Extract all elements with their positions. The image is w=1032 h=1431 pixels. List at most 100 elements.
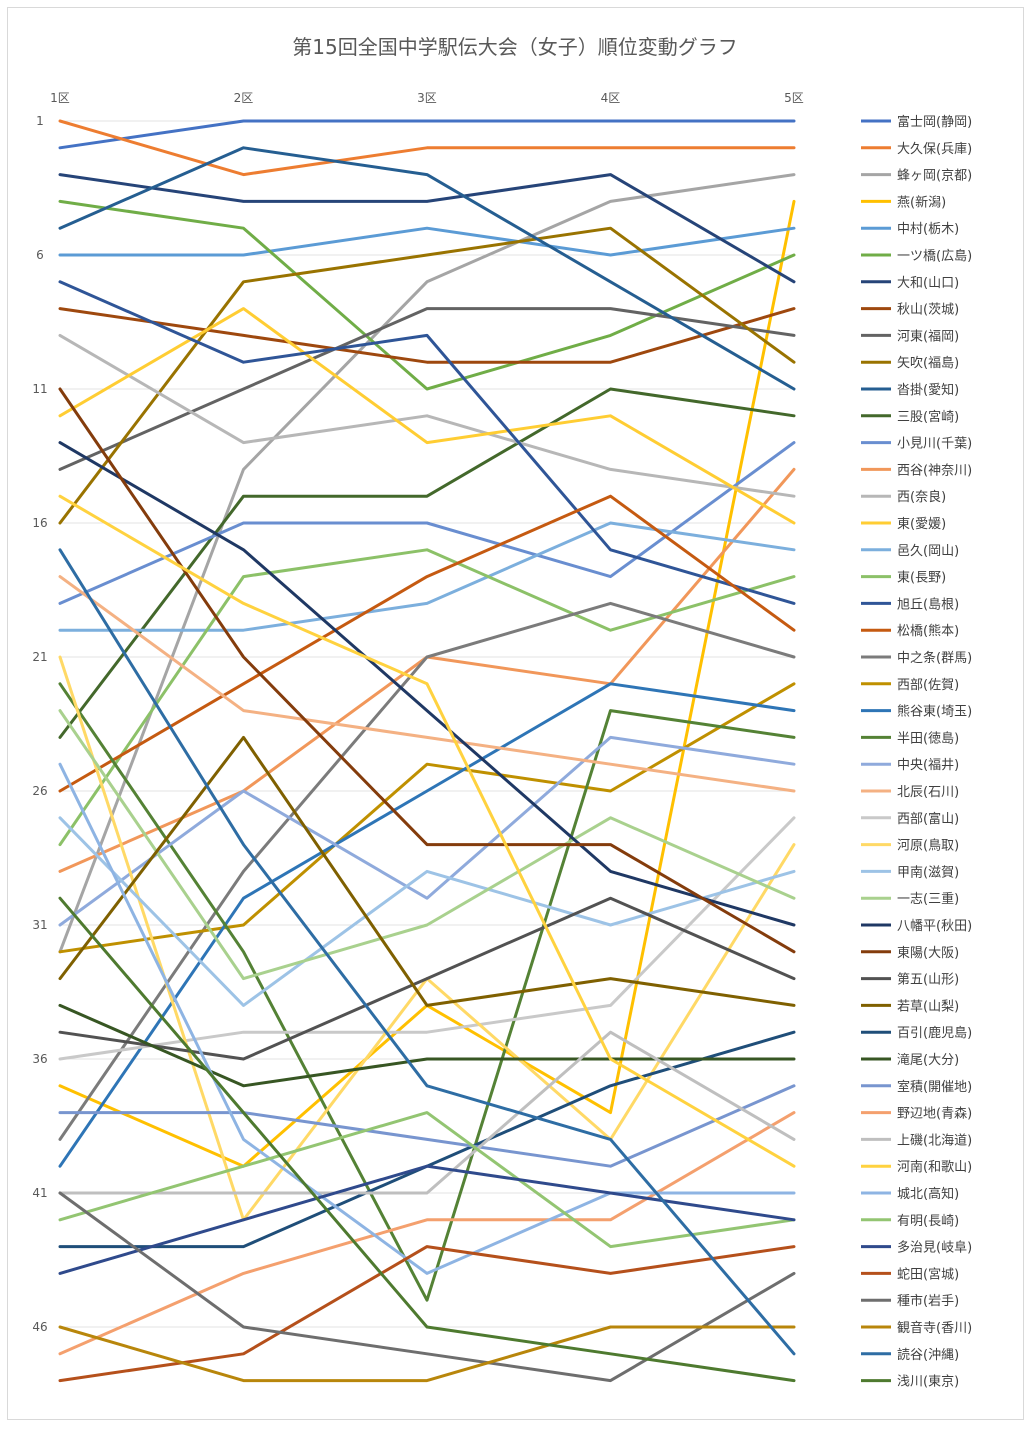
series-line [58,896,796,1383]
legend-label: 室積(開催地) [897,1079,972,1095]
x-tick-label: 2区 [234,91,254,105]
series-line [58,762,796,1275]
legend-label: 大久保(兵庫) [897,142,972,157]
series-lines [58,119,796,1383]
series-line [58,1111,796,1356]
legend-label: 八幡平(秋田) [897,919,972,934]
series-line [58,226,796,257]
x-tick-label: 1区 [50,91,70,105]
legend: 富士岡(静岡) 大久保(兵庫) 蜂ヶ岡(京都) 燕(新潟) 中村(栃木) 一ツ橋(広島) 大… [861,114,972,1390]
x-tick-label: 4区 [601,91,621,105]
series-line [58,896,796,1061]
series-line [58,119,796,150]
series-line [58,494,796,793]
legend-label: 大和(山口) [897,276,959,291]
legend-label: 百引(鹿児島) [897,1025,972,1041]
x-tick-label: 3区 [417,91,437,105]
series-line [58,146,796,391]
series-line [58,682,796,1302]
y-tick-label: 1 [36,114,44,128]
series-line [58,521,796,632]
legend-label: 読谷(沖縄) [897,1347,959,1363]
x-tick-label: 5区 [784,91,804,105]
legend-label: 一志(三重) [897,891,959,907]
legend-label: 富士岡(静岡) [897,114,972,130]
legend-label: 滝尾(大分) [897,1053,959,1068]
legend-label: 沓掛(愛知) [897,382,959,398]
legend-label: 蛇田(宮城) [897,1266,959,1282]
series-line [58,682,796,954]
y-tick-label: 31 [32,918,47,932]
legend-label: 城北(高知) [897,1186,959,1202]
legend-label: 東陽(大阪) [897,945,959,961]
x-axis-ticks: 1区 2区 3区 4区 5区 [50,91,804,105]
series-line [58,575,796,793]
y-tick-label: 41 [32,1186,47,1200]
series-line [58,1111,796,1249]
series-line [58,173,796,284]
legend-label: 西谷(神奈川) [897,463,972,478]
y-tick-label: 36 [32,1052,47,1066]
legend-label: 秋山(茨城) [897,303,959,318]
series-line [58,333,796,498]
series-line [58,735,796,927]
y-tick-label: 6 [36,248,44,262]
series-line [58,226,796,525]
legend-label: 矢吹(福島) [897,356,959,371]
series-line [58,387,796,739]
series-line [58,1003,796,1088]
legend-label: 東(愛媛) [897,516,946,532]
legend-label: 中央(福井) [897,758,959,773]
legend-label: 西(奈良) [897,489,946,505]
legend-label: 旭丘(島根) [897,597,959,612]
series-line [58,199,796,391]
legend-label: 松橋(熊本) [897,623,959,639]
legend-label: 中村(栃木) [897,222,959,237]
series-line [58,494,796,1168]
legend-label: 上磯(北海道) [897,1133,972,1148]
y-tick-label: 11 [32,382,47,396]
legend-label: 一ツ橋(広島) [897,249,972,264]
legend-label: 第五(山形) [897,973,959,988]
legend-label: 熊谷東(埼玉) [897,704,972,720]
legend-label: 半田(徳島) [897,731,959,746]
legend-label: 野辺地(青森) [897,1107,972,1122]
legend-label: 観音寺(香川) [897,1320,972,1336]
legend-label: 三股(宮崎) [897,409,959,425]
series-line [58,735,796,1007]
y-tick-label: 26 [32,784,47,798]
series-line [58,682,796,1168]
series-line [58,307,796,364]
series-line [58,307,796,525]
legend-label: 東(長野) [897,570,946,586]
legend-label: 邑久(岡山) [897,544,959,559]
legend-label: 若草(山梨) [897,998,959,1014]
series-line [58,1084,796,1168]
series-line [58,280,796,605]
legend-label: 西部(富山) [897,811,959,827]
legend-label: 甲南(滋賀) [897,864,959,880]
series-line [58,1191,796,1383]
chart-title: 第15回全国中学駅伝大会（女子）順位変動グラフ [292,35,737,59]
series-line [58,1164,796,1275]
series-line [58,816,796,1007]
legend-label: 燕(新潟) [897,194,946,210]
series-line [58,119,796,177]
y-tick-label: 16 [32,516,47,530]
legend-label: 浅川(東京) [897,1374,959,1390]
legend-label: 中之条(群馬) [897,650,972,666]
series-line [58,441,796,927]
legend-label: 西部(佐賀) [897,678,959,693]
series-line [58,709,796,981]
legend-label: 蜂ヶ岡(京都) [897,169,972,184]
series-line [58,601,796,1141]
series-line [58,548,796,1356]
legend-label: 有明(長崎) [897,1214,959,1229]
series-line [58,387,796,954]
y-tick-label: 46 [32,1320,47,1334]
legend-label: 河東(福岡) [897,328,959,344]
legend-label: 多治見(岐阜) [897,1240,972,1256]
legend-label: 小見川(千葉) [897,437,972,452]
